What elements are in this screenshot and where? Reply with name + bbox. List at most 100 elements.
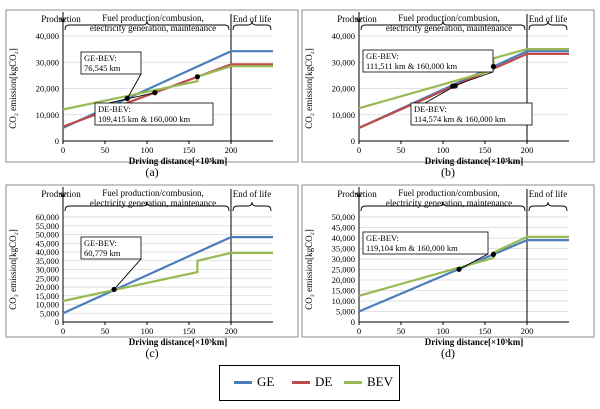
- legend-item-bev: BEV: [344, 374, 393, 390]
- y-tick-label: 0: [351, 136, 355, 146]
- annotation-text: GE-BEV:: [84, 238, 117, 248]
- x-axis-title: Driving distance[×10³km]: [425, 337, 524, 347]
- phase-label-production: Production: [41, 189, 81, 199]
- y-tick-label: 15,000: [332, 286, 355, 296]
- panel-border: [301, 9, 595, 163]
- production-arrow: [59, 12, 67, 23]
- legend-item-ge: GE: [234, 374, 274, 390]
- y-tick-label: 35,000: [332, 244, 355, 254]
- phase-label-fuel-2: electricity generation, maintenance: [386, 198, 512, 208]
- y-tick-label: 60,000: [36, 212, 59, 222]
- y-tick-label: 45,000: [332, 223, 355, 233]
- x-tick-label: 50: [397, 145, 406, 155]
- x-tick-label: 50: [101, 145, 110, 155]
- phase-brace-use: [360, 20, 526, 31]
- panel-label: (c): [145, 346, 158, 360]
- annotation-text: 114,574 km & 160,000 km: [414, 114, 506, 124]
- x-tick-label: 100: [141, 326, 154, 336]
- y-axis-title: CO₂ emission[kgCO₂]: [304, 229, 314, 310]
- y-axis-title: CO₂ emission[kgCO₂]: [8, 229, 18, 310]
- x-tick-label: 100: [141, 145, 154, 155]
- y-tick-label: 10,000: [36, 110, 59, 120]
- phase-label-fuel-2: electricity generation, maintenance: [90, 198, 216, 208]
- production-arrow: [355, 12, 363, 23]
- y-tick-label: 20,000: [332, 275, 355, 285]
- y-tick-label: 25,000: [332, 265, 355, 275]
- crossing-point: [490, 251, 496, 257]
- panel-label: (d): [441, 346, 455, 360]
- annotation-box: [94, 102, 214, 126]
- chart-panel-b: 0 10,000 20,000 30,000 40,000 0 50 100 150 200 Pro…: [301, 9, 595, 179]
- x-tick-label: 200: [225, 145, 238, 155]
- phase-label-end-of-life: End of life: [529, 14, 568, 24]
- x-tick-label: 0: [357, 326, 361, 336]
- y-tick-label: 5,000: [336, 307, 355, 317]
- production-arrow: [59, 187, 67, 198]
- annotation-text: 119,104 km & 160,000 km: [366, 243, 458, 253]
- crossing-point: [194, 74, 200, 80]
- y-tick-label: 0: [351, 317, 355, 327]
- legend-swatch-bev: [344, 380, 362, 384]
- panel-label: (b): [441, 165, 455, 179]
- x-axis-title: Driving distance[×10³km]: [129, 156, 228, 166]
- phase-label-fuel-2: electricity generation, maintenance: [90, 23, 216, 33]
- x-axis-title: Driving distance[×10³km]: [129, 337, 228, 347]
- annotation-leader: [458, 253, 489, 270]
- x-tick-label: 50: [101, 326, 110, 336]
- phase-label-end-of-life: End of life: [529, 189, 568, 199]
- crossing-point: [490, 63, 496, 70]
- annotation-leader: [108, 92, 156, 104]
- panel-label: (a): [145, 165, 158, 179]
- annotation-text: GE-BEV:: [366, 233, 399, 243]
- y-tick-label: 30,000: [332, 254, 355, 264]
- annotation-leader: [113, 258, 142, 290]
- phase-label-fuel-1: Fuel production/combusion,: [102, 13, 204, 23]
- y-tick-label: 40,000: [332, 31, 355, 41]
- phase-label-production: Production: [337, 14, 377, 24]
- annotation-box: [362, 49, 494, 73]
- panel-border: [5, 9, 299, 163]
- legend-swatch-de: [292, 380, 310, 384]
- annotation-text: 111,511 km & 160,000 km: [366, 61, 458, 71]
- annotation-text: DE-BEV:: [98, 104, 131, 114]
- x-tick-label: 150: [479, 326, 492, 336]
- x-tick-label: 0: [61, 145, 65, 155]
- annotation-leader: [424, 85, 456, 104]
- y-tick-label: 20,000: [332, 84, 355, 94]
- y-tick-label: 30,000: [36, 265, 59, 275]
- series-line-bev: [62, 251, 273, 303]
- y-tick-label: 35,000: [36, 256, 59, 266]
- annotation-leader: [452, 71, 494, 87]
- phase-label-fuel-1: Fuel production/combusion,: [102, 188, 204, 198]
- production-arrow: [355, 187, 363, 198]
- x-tick-label: 100: [437, 145, 450, 155]
- y-tick-label: 50,000: [36, 230, 59, 240]
- y-axis-title: CO₂ emission[kgCO₂]: [8, 48, 18, 129]
- phase-brace-eol: [232, 20, 272, 31]
- phase-label-end-of-life: End of life: [233, 14, 272, 24]
- y-tick-label: 5,000: [40, 308, 59, 318]
- phase-brace-eol: [528, 201, 568, 212]
- y-tick-label: 55,000: [36, 221, 59, 231]
- x-tick-label: 50: [397, 326, 406, 336]
- phase-label-production: Production: [41, 14, 81, 24]
- y-tick-label: 40,000: [36, 31, 59, 41]
- x-tick-label: 0: [61, 326, 65, 336]
- y-tick-label: 40,000: [332, 233, 355, 243]
- y-tick-label: 10,000: [36, 300, 59, 310]
- y-tick-label: 15,000: [36, 291, 59, 301]
- y-tick-label: 30,000: [36, 57, 59, 67]
- annotation-text: DE-BEV:: [414, 104, 447, 114]
- chart-panel-d: 05,00010,00015,00020,00025,00030,00035,0…: [301, 184, 595, 360]
- annotation-box: [362, 231, 489, 255]
- y-tick-label: 25,000: [36, 273, 59, 283]
- chart-panel-c: 05,00010,00015,00020,00025,00030,00035,0…: [5, 184, 299, 360]
- chart-panel-a: 0 10,000 20,000 30,000 40,000 0 50 100 150 200 Pro…: [5, 9, 299, 179]
- y-axis-title: CO₂ emission[kgCO₂]: [304, 48, 314, 129]
- legend-label-bev: BEV: [367, 374, 393, 389]
- annotation-box: [80, 51, 142, 75]
- y-tick-label: 0: [55, 317, 59, 327]
- annotation-text: 76,545 km: [84, 63, 121, 73]
- series-line-ge: [62, 50, 273, 129]
- y-tick-label: 20,000: [36, 282, 59, 292]
